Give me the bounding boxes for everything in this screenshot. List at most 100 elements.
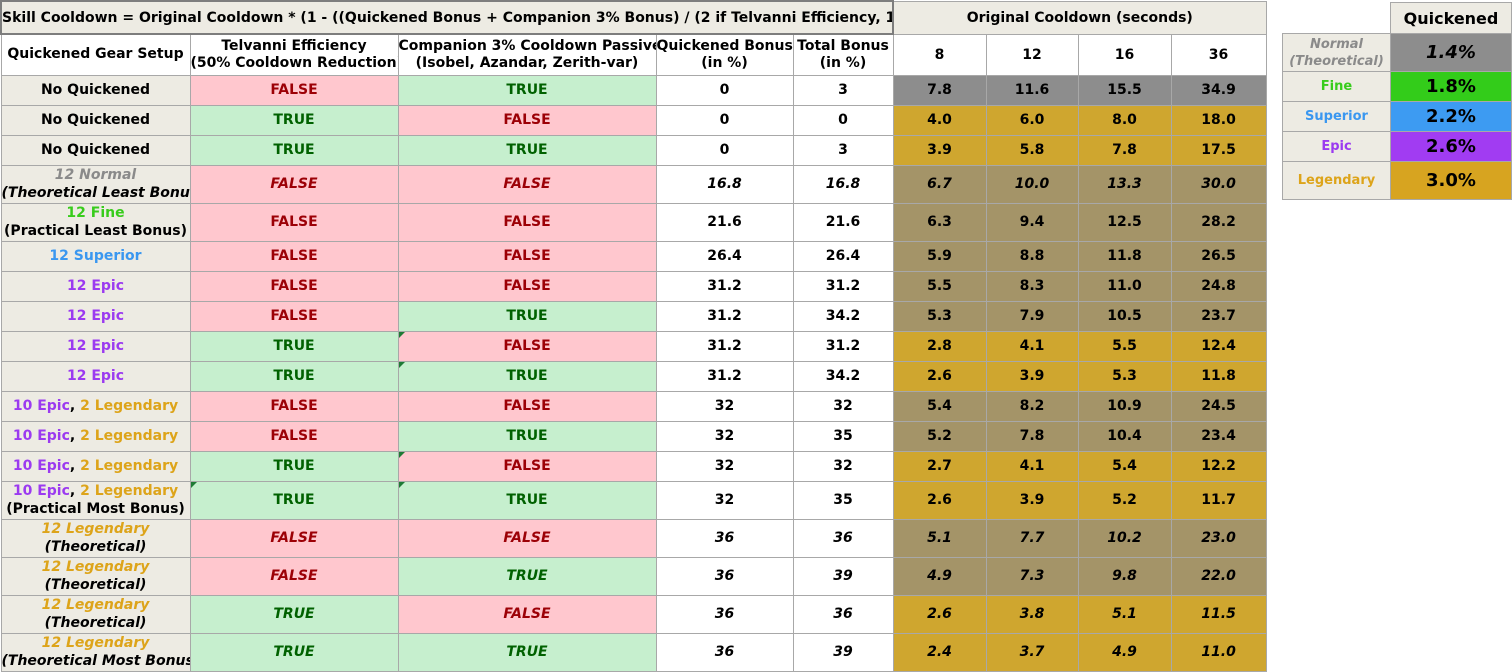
cell-setup[interactable]: No Quickened [0, 104, 191, 136]
cell-companion[interactable]: FALSE [397, 390, 657, 422]
cell-cooldown[interactable]: 4.9 [1077, 632, 1172, 672]
cell-quickened-bonus[interactable]: 36 [655, 594, 794, 634]
cell-setup[interactable]: 10 Epic, 2 Legendary (Practical Most Bonu… [0, 480, 191, 520]
cell-cooldown[interactable]: 5.1 [1077, 594, 1172, 634]
cell-setup[interactable]: 12 Epic [0, 300, 191, 332]
cell-quickened-bonus[interactable]: 31.2 [655, 270, 794, 302]
legend-tier-value[interactable]: 2.2% [1390, 101, 1512, 132]
cell-cooldown[interactable]: 12.4 [1170, 330, 1267, 362]
cell-cooldown[interactable]: 5.3 [892, 300, 987, 332]
cell-cooldown[interactable]: 8.0 [1077, 104, 1172, 136]
cell-cooldown[interactable]: 2.7 [892, 450, 987, 482]
cell-cooldown[interactable]: 2.8 [892, 330, 987, 362]
cell-quickened-bonus[interactable]: 31.2 [655, 360, 794, 392]
cell-cooldown[interactable]: 12.2 [1170, 450, 1267, 482]
cell-cooldown[interactable]: 8.3 [985, 270, 1079, 302]
cell-quickened-bonus[interactable]: 0 [655, 104, 794, 136]
cell-cooldown[interactable]: 26.5 [1170, 240, 1267, 272]
cell-quickened-bonus[interactable]: 0 [655, 134, 794, 166]
cell-cooldown[interactable]: 11.8 [1170, 360, 1267, 392]
cell-cooldown[interactable]: 17.5 [1170, 134, 1267, 166]
cell-setup[interactable]: 12 Legendary (Theoretical Most Bonus) [0, 632, 191, 672]
cell-cooldown[interactable]: 5.4 [1077, 450, 1172, 482]
cell-total-bonus[interactable]: 39 [792, 632, 894, 672]
cell-cooldown[interactable]: 11.6 [985, 74, 1079, 106]
cell-cooldown[interactable]: 23.7 [1170, 300, 1267, 332]
cell-cooldown[interactable]: 10.4 [1077, 420, 1172, 452]
legend-tier-value[interactable]: 1.4% [1390, 33, 1512, 72]
cell-total-bonus[interactable]: 32 [792, 390, 894, 422]
cell-quickened-bonus[interactable]: 32 [655, 390, 794, 422]
cell-cooldown[interactable]: 4.0 [892, 104, 987, 136]
cell-cooldown[interactable]: 24.8 [1170, 270, 1267, 302]
cell-cooldown[interactable]: 5.2 [892, 420, 987, 452]
cell-telvanni[interactable]: FALSE [189, 164, 399, 204]
cell-cooldown[interactable]: 5.3 [1077, 360, 1172, 392]
cell-cooldown[interactable]: 9.4 [985, 202, 1079, 242]
cell-companion[interactable]: TRUE [397, 134, 657, 166]
cell-telvanni[interactable]: TRUE [189, 632, 399, 672]
cell-cooldown[interactable]: 10.9 [1077, 390, 1172, 422]
cell-cooldown[interactable]: 5.5 [1077, 330, 1172, 362]
cell-telvanni[interactable]: FALSE [189, 202, 399, 242]
cell-quickened-bonus[interactable]: 32 [655, 450, 794, 482]
cell-cooldown[interactable]: 6.0 [985, 104, 1079, 136]
header-cooldown-12[interactable]: 12 [985, 33, 1079, 76]
cell-total-bonus[interactable]: 16.8 [792, 164, 894, 204]
cell-telvanni[interactable]: FALSE [189, 518, 399, 558]
header-telvanni[interactable]: Telvanni Efficiency (50% Cooldown Reducti… [189, 33, 399, 76]
cell-setup[interactable]: 12 Superior [0, 240, 191, 272]
cell-cooldown[interactable]: 10.2 [1077, 518, 1172, 558]
cell-setup[interactable]: 12 Fine (Practical Least Bonus) [0, 202, 191, 242]
cell-companion[interactable]: FALSE [397, 518, 657, 558]
cell-telvanni[interactable]: FALSE [189, 74, 399, 106]
cell-cooldown[interactable]: 2.4 [892, 632, 987, 672]
cell-cooldown[interactable]: 6.3 [892, 202, 987, 242]
cell-cooldown[interactable]: 12.5 [1077, 202, 1172, 242]
cell-telvanni[interactable]: TRUE [189, 480, 399, 520]
cell-total-bonus[interactable]: 31.2 [792, 330, 894, 362]
cell-telvanni[interactable]: FALSE [189, 390, 399, 422]
cell-setup[interactable]: 12 Epic [0, 360, 191, 392]
cell-cooldown[interactable]: 3.9 [985, 480, 1079, 520]
original-cooldown-title[interactable]: Original Cooldown (seconds) [892, 0, 1267, 35]
cell-cooldown[interactable]: 4.1 [985, 450, 1079, 482]
cell-companion[interactable]: FALSE [397, 104, 657, 136]
cell-cooldown[interactable]: 11.0 [1077, 270, 1172, 302]
cell-cooldown[interactable]: 30.0 [1170, 164, 1267, 204]
cell-quickened-bonus[interactable]: 36 [655, 518, 794, 558]
cell-telvanni[interactable]: FALSE [189, 300, 399, 332]
cell-quickened-bonus[interactable]: 36 [655, 632, 794, 672]
cell-total-bonus[interactable]: 32 [792, 450, 894, 482]
cell-cooldown[interactable]: 7.8 [985, 420, 1079, 452]
cell-cooldown[interactable]: 5.2 [1077, 480, 1172, 520]
cell-quickened-bonus[interactable]: 21.6 [655, 202, 794, 242]
cell-cooldown[interactable]: 11.8 [1077, 240, 1172, 272]
cell-setup[interactable]: 10 Epic, 2 Legendary [0, 420, 191, 452]
cell-quickened-bonus[interactable]: 32 [655, 420, 794, 452]
cell-total-bonus[interactable]: 3 [792, 74, 894, 106]
legend-tier-name[interactable]: Legendary [1282, 161, 1391, 200]
header-setup[interactable]: Quickened Gear Setup [0, 33, 191, 76]
cell-setup[interactable]: 12 Epic [0, 330, 191, 362]
cell-companion[interactable]: FALSE [397, 202, 657, 242]
cell-cooldown[interactable]: 4.1 [985, 330, 1079, 362]
cell-cooldown[interactable]: 5.1 [892, 518, 987, 558]
cell-total-bonus[interactable]: 39 [792, 556, 894, 596]
cell-cooldown[interactable]: 7.8 [1077, 134, 1172, 166]
cell-cooldown[interactable]: 7.3 [985, 556, 1079, 596]
cell-setup[interactable]: 12 Legendary (Theoretical) [0, 594, 191, 634]
cell-cooldown[interactable]: 11.5 [1170, 594, 1267, 634]
cell-companion[interactable]: TRUE [397, 74, 657, 106]
cell-cooldown[interactable]: 11.7 [1170, 480, 1267, 520]
header-cooldown-16[interactable]: 16 [1077, 33, 1172, 76]
legend-tier-value[interactable]: 3.0% [1390, 161, 1512, 200]
cell-cooldown[interactable]: 3.9 [892, 134, 987, 166]
cell-cooldown[interactable]: 7.9 [985, 300, 1079, 332]
cell-cooldown[interactable]: 23.0 [1170, 518, 1267, 558]
cell-telvanni[interactable]: FALSE [189, 420, 399, 452]
cell-quickened-bonus[interactable]: 16.8 [655, 164, 794, 204]
cell-telvanni[interactable]: TRUE [189, 450, 399, 482]
cell-cooldown[interactable]: 2.6 [892, 594, 987, 634]
cell-cooldown[interactable]: 7.8 [892, 74, 987, 106]
